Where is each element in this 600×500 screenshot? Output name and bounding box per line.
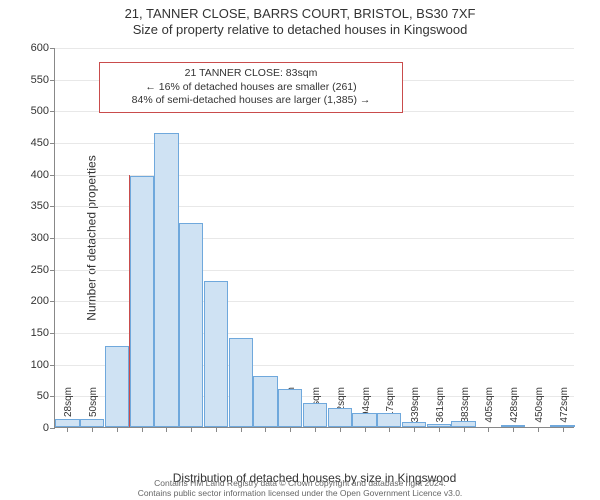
y-tick-label: 400 — [31, 169, 55, 181]
histogram-bar — [278, 389, 302, 427]
histogram-bar — [328, 408, 352, 427]
chart-subtitle: Size of property relative to detached ho… — [0, 22, 600, 38]
y-tick-label: 50 — [37, 390, 55, 402]
histogram-bar — [253, 376, 277, 427]
annotation-line3: 84% of semi-detached houses are larger (… — [108, 94, 394, 108]
gridline — [55, 143, 574, 144]
footer-line1: Contains HM Land Registry data © Crown c… — [10, 478, 590, 488]
histogram-bar — [303, 403, 327, 427]
histogram-bar — [179, 223, 203, 427]
y-tick-label: 0 — [43, 422, 55, 434]
y-tick-label: 300 — [31, 232, 55, 244]
y-tick-label: 550 — [31, 74, 55, 86]
footer-attribution: Contains HM Land Registry data © Crown c… — [10, 478, 590, 498]
chart-title-address: 21, TANNER CLOSE, BARRS COURT, BRISTOL, … — [0, 6, 600, 22]
histogram-bar — [501, 425, 525, 427]
annotation-line1: 21 TANNER CLOSE: 83sqm — [108, 67, 394, 81]
x-tick-label: 450sqm — [534, 387, 545, 431]
chart-container: Number of detached properties Distributi… — [54, 48, 574, 428]
histogram-bar — [154, 133, 178, 427]
y-tick-label: 150 — [31, 327, 55, 339]
histogram-bar — [550, 425, 574, 427]
gridline — [55, 48, 574, 49]
histogram-bar — [402, 422, 426, 427]
footer-line2: Contains public sector information licen… — [10, 488, 590, 498]
histogram-bar — [80, 419, 104, 427]
y-tick-label: 200 — [31, 295, 55, 307]
histogram-bar — [352, 413, 376, 427]
histogram-bar — [55, 419, 79, 427]
x-tick-label: 405sqm — [484, 387, 495, 431]
histogram-bar — [105, 346, 129, 427]
y-tick-label: 350 — [31, 200, 55, 212]
y-tick-label: 450 — [31, 137, 55, 149]
y-tick-label: 250 — [31, 264, 55, 276]
plot-area: Number of detached properties Distributi… — [54, 48, 574, 428]
y-tick-label: 100 — [31, 359, 55, 371]
y-tick-label: 500 — [31, 105, 55, 117]
annotation-line2: ← 16% of detached houses are smaller (26… — [108, 81, 394, 95]
histogram-bar — [204, 281, 228, 427]
annotation-box: 21 TANNER CLOSE: 83sqm ← 16% of detached… — [99, 62, 403, 113]
histogram-bar — [229, 338, 253, 427]
y-tick-label: 600 — [31, 42, 55, 54]
histogram-bar — [427, 424, 451, 427]
histogram-bar — [130, 176, 154, 427]
histogram-bar — [451, 421, 475, 427]
histogram-bar — [377, 413, 401, 427]
reference-line — [129, 175, 130, 427]
